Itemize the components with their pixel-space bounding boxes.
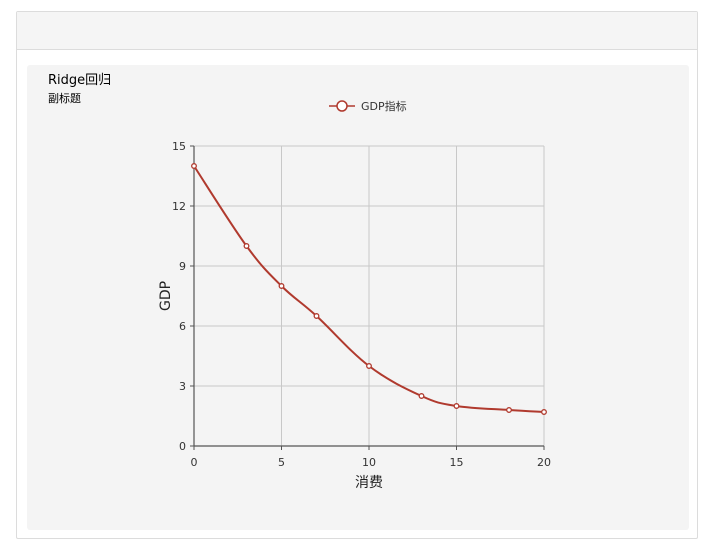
data-point xyxy=(453,403,460,409)
legend-marker xyxy=(336,100,348,112)
data-point xyxy=(313,313,320,319)
y-tick-label: 9 xyxy=(179,260,186,273)
x-tick-label: 20 xyxy=(537,456,551,469)
x-tick-label: 0 xyxy=(191,456,198,469)
x-tick-label: 10 xyxy=(362,456,376,469)
series-line xyxy=(193,165,545,413)
x-tick-label: 15 xyxy=(450,456,464,469)
legend-label: GDP指标 xyxy=(361,99,407,113)
data-point xyxy=(278,283,285,289)
chart-title: Ridge回归 xyxy=(48,73,112,88)
chart-subtitle: 副标题 xyxy=(48,92,81,105)
x-axis-title: 消费 xyxy=(355,475,383,491)
panel-header xyxy=(17,12,697,50)
y-tick-label: 12 xyxy=(172,200,186,213)
y-tick-label: 3 xyxy=(179,380,186,393)
y-tick-label: 15 xyxy=(172,140,186,153)
data-point xyxy=(191,163,197,169)
data-point xyxy=(506,407,512,413)
data-point xyxy=(243,243,250,249)
chart-container: Ridge回归 副标题 0 5 10 15 20 0 3 6 9 12 15 消费 GDP GDP指标 xyxy=(27,65,689,530)
line-chart: 0 5 10 15 20 0 3 6 9 12 15 消费 GDP GDP指标 xyxy=(158,99,551,491)
y-tick-label: 0 xyxy=(179,440,186,453)
data-point xyxy=(418,393,425,399)
x-tick-label: 5 xyxy=(278,456,285,469)
data-point xyxy=(541,409,547,415)
y-tick-label: 6 xyxy=(179,320,186,333)
y-axis-title: GDP xyxy=(158,281,174,311)
data-point xyxy=(366,363,372,369)
chart-panel: Ridge回归 副标题 0 5 10 15 20 0 3 6 9 12 15 消费 GDP GDP指标 xyxy=(16,11,698,539)
